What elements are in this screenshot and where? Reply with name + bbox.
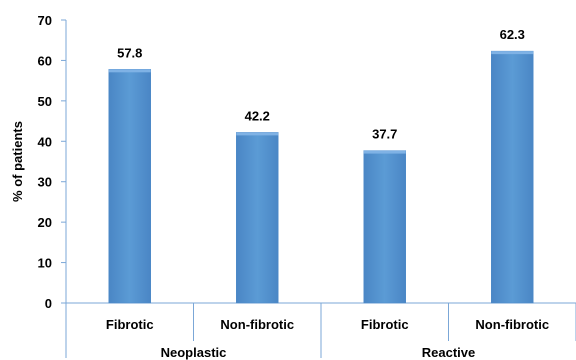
y-tick-label: 40 <box>38 134 52 149</box>
bar-top <box>236 132 278 135</box>
group-label: Reactive <box>422 345 475 360</box>
y-tick-label: 30 <box>38 175 52 190</box>
labels: 0 10 20 30 40 50 60 70 % of patients 57.8 Fibrotic… <box>10 13 549 360</box>
data-label: 62.3 <box>500 27 525 42</box>
bar <box>364 151 406 303</box>
group-label: Neoplastic <box>161 345 227 360</box>
bar-top <box>109 69 151 72</box>
category-label: Fibrotic <box>361 317 409 332</box>
y-tick-label: 50 <box>38 94 52 109</box>
bar <box>236 132 278 303</box>
bar-top <box>364 151 406 154</box>
data-label: 57.8 <box>117 45 142 60</box>
data-label: 42.2 <box>245 108 270 123</box>
bar <box>491 51 533 303</box>
bar <box>109 69 151 303</box>
y-tick-label: 10 <box>38 256 52 271</box>
bar-top <box>491 51 533 54</box>
y-axis-title: % of patients <box>10 121 25 202</box>
y-tick-label: 0 <box>45 296 52 311</box>
y-tick-label: 70 <box>38 13 52 28</box>
bars <box>109 51 534 303</box>
category-label: Non-fibrotic <box>220 317 294 332</box>
category-label: Fibrotic <box>106 317 154 332</box>
y-tick-label: 60 <box>38 53 52 68</box>
data-label: 37.7 <box>372 127 397 142</box>
y-tick-label: 20 <box>38 215 52 230</box>
category-label: Non-fibrotic <box>475 317 549 332</box>
